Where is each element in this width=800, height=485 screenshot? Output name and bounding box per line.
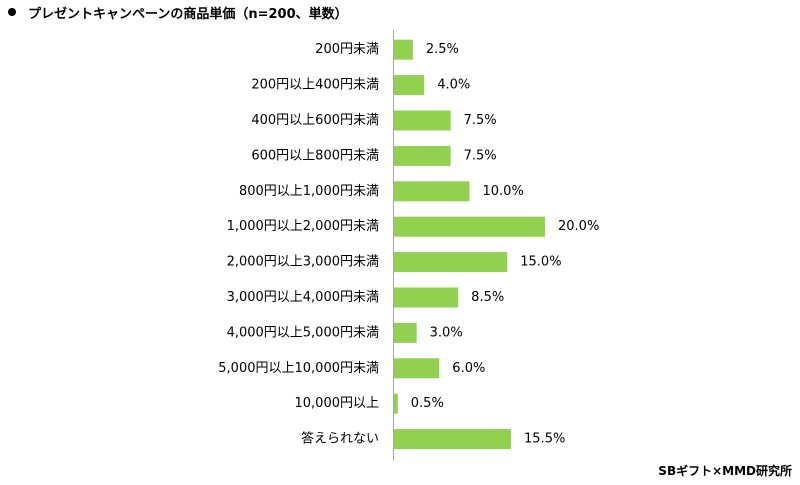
category-label: 600円以上800円未満 [251,148,379,163]
bar [394,110,451,131]
data-label: 15.0% [520,255,561,270]
data-label: 0.5% [411,396,444,411]
category-label: 200円未満 [315,42,379,57]
category-label: 400円以上600円未満 [251,113,379,128]
bar [394,75,425,96]
bar [394,358,440,379]
data-label: 2.5% [426,42,459,57]
bar [394,181,470,202]
data-label: 3.0% [430,325,463,340]
category-label: 5,000円以上10,000円未満 [218,361,379,376]
category-label: 800円以上1,000円未満 [239,184,379,199]
chart-title-row: プレゼントキャンペーンの商品単価（n=200、単数） [8,2,348,22]
category-label: 1,000円以上2,000円未満 [227,219,379,234]
data-label: 4.0% [437,78,470,93]
category-label: 4,000円以上5,000円未満 [227,325,379,340]
category-label: 200円以上400円未満 [251,78,379,93]
category-label: 2,000円以上3,000円未満 [227,255,379,270]
data-label: 7.5% [464,113,497,128]
bar [394,322,417,343]
bar [394,429,512,450]
bar [394,216,545,237]
category-label: 3,000円以上4,000円未満 [227,290,379,305]
data-label: 15.5% [524,432,565,447]
bar [394,252,508,273]
chart-title: プレゼントキャンペーンの商品単価（n=200、単数） [28,6,348,22]
data-label: 20.0% [558,219,599,234]
data-label: 6.0% [452,361,485,376]
bar [394,287,459,308]
bar [394,145,451,166]
bar [394,393,398,414]
data-label: 8.5% [471,290,504,305]
bar [394,39,413,60]
bullet-icon [8,8,16,16]
category-label: 10,000円以上 [295,396,380,411]
data-label: 7.5% [464,148,497,163]
source-credit: SBギフト×MMD研究所 [658,464,792,478]
category-label: 答えられない [301,431,379,447]
data-label: 10.0% [483,184,524,199]
